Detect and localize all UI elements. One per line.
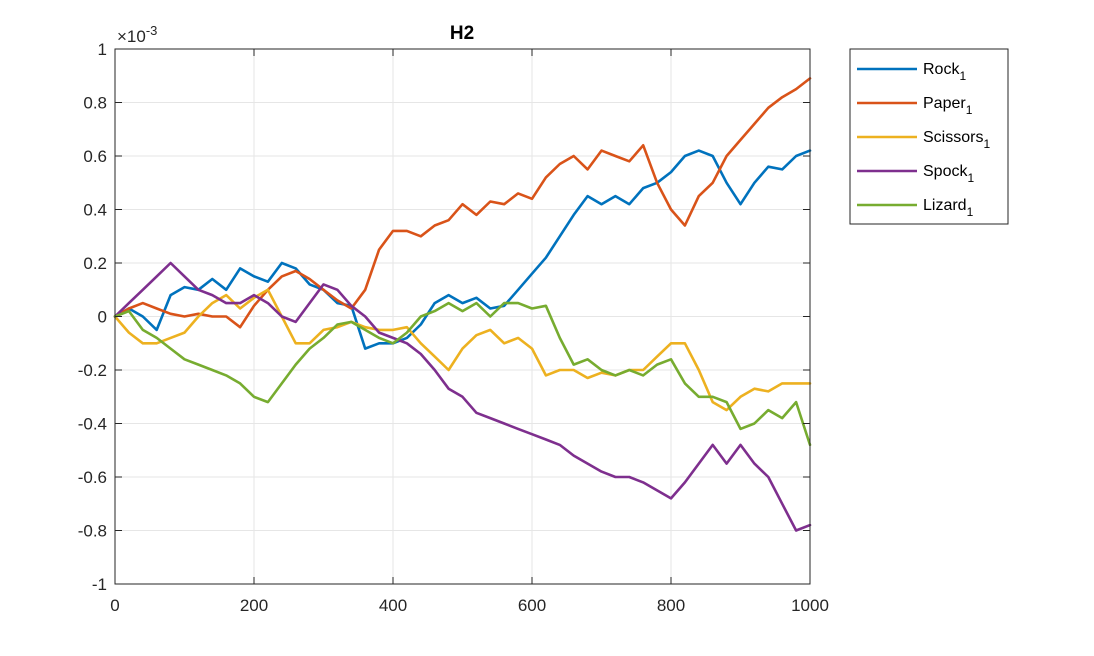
- y-tick-label: -1: [92, 575, 107, 594]
- x-tick-label: 600: [518, 596, 546, 615]
- y-tick-label: -0.6: [78, 468, 107, 487]
- y-axis-exponent: ×10-3: [117, 23, 157, 46]
- legend-label-lizard: Lizard1: [923, 197, 974, 219]
- series-line-paper: [113, 77, 812, 329]
- y-tick-label: 0: [98, 308, 107, 327]
- series-line-rock: [113, 149, 812, 350]
- legend-label-spock: Spock1: [923, 163, 974, 185]
- y-axis-multiplier: ×10: [117, 27, 146, 46]
- y-axis-exponent-value: -3: [146, 23, 158, 38]
- y-tick-label: -0.8: [78, 522, 107, 541]
- x-tick-label: 0: [110, 596, 119, 615]
- axes: [114, 48, 811, 585]
- chart-title: H2: [450, 23, 474, 44]
- series-line-spock: [113, 261, 812, 532]
- x-tick-label: 400: [379, 596, 407, 615]
- y-tick-label: -0.2: [78, 361, 107, 380]
- y-tick-label: 0.2: [83, 254, 107, 273]
- x-tick-label: 800: [657, 596, 685, 615]
- series-layer: [113, 77, 812, 532]
- series-line-lizard: [113, 301, 812, 447]
- series-line-scissors: [113, 288, 812, 412]
- y-tick-label: 0.8: [83, 94, 107, 113]
- legend-label-scissors: Scissors1: [923, 129, 990, 151]
- axes-box: [114, 48, 811, 585]
- x-tick-label: 200: [240, 596, 268, 615]
- legend: Rock1 Paper1 Scissors1 Spock1 Lizard1: [849, 48, 1009, 225]
- x-tick-label: 1000: [791, 596, 829, 615]
- y-tick-label: 1: [98, 40, 107, 59]
- tick-labels: 0 200 400 600 800 1000 -1 -0.8 -0.6 -0.4 -0.2 0 0.2 0…: [78, 40, 829, 615]
- legend-label-paper: Paper1: [923, 95, 973, 117]
- y-tick-label: 0.6: [83, 147, 107, 166]
- y-tick-label: -0.4: [78, 415, 107, 434]
- legend-label-rock: Rock1: [923, 61, 966, 83]
- y-tick-label: 0.4: [83, 201, 107, 220]
